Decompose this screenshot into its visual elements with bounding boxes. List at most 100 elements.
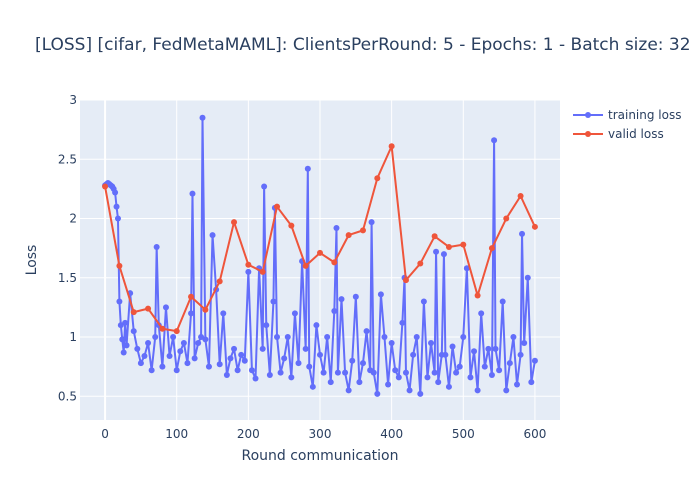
data-point (274, 334, 281, 341)
data-point (431, 233, 438, 240)
data-point (241, 357, 248, 364)
data-point (277, 369, 284, 376)
data-point (116, 262, 123, 269)
data-point (395, 374, 402, 381)
data-point (453, 369, 460, 376)
data-point (291, 310, 298, 317)
x-tick-label: 400 (380, 427, 403, 441)
data-point (263, 322, 270, 329)
data-point (317, 249, 323, 256)
data-point (524, 274, 531, 281)
data-point (491, 137, 498, 144)
y-tick-label: 2 (69, 212, 77, 226)
data-point (295, 360, 302, 367)
data-point (510, 334, 517, 341)
data-point (119, 336, 126, 343)
data-point (392, 367, 399, 374)
y-tick-label: 2.5 (58, 152, 77, 166)
data-point (304, 165, 311, 172)
data-point (259, 268, 266, 275)
data-point (338, 296, 345, 303)
legend-marker (585, 112, 591, 118)
data-point (359, 227, 366, 234)
data-point (342, 369, 349, 376)
data-point (252, 375, 259, 382)
data-point (352, 293, 359, 300)
x-tick-label: 300 (309, 427, 332, 441)
data-point (488, 245, 495, 252)
data-point (188, 310, 195, 317)
data-point (488, 371, 495, 378)
data-point (359, 360, 366, 367)
data-point (116, 298, 123, 305)
data-point (245, 261, 252, 268)
axis-ticks: 0 100 200 300 400 500 600 0.5 1 1.5 2 2.5 3 (58, 93, 546, 441)
data-point (259, 345, 266, 352)
data-point (399, 319, 406, 326)
data-point (514, 381, 521, 388)
data-point (134, 345, 141, 352)
data-point (317, 351, 323, 358)
data-point (227, 355, 234, 362)
data-point (388, 339, 395, 346)
data-point (302, 345, 309, 352)
data-point (220, 310, 227, 317)
data-point (309, 383, 316, 390)
data-point (231, 219, 238, 226)
data-point (503, 387, 510, 394)
data-point (223, 371, 230, 378)
data-point (435, 379, 442, 386)
data-point (406, 387, 413, 394)
data-point (402, 369, 409, 376)
data-point (288, 374, 295, 381)
data-point (180, 339, 187, 346)
data-point (377, 291, 384, 298)
data-point (102, 183, 109, 190)
data-point (417, 260, 424, 267)
data-point (374, 390, 381, 397)
data-point (189, 190, 196, 197)
data-point (345, 387, 352, 394)
data-point (288, 222, 295, 229)
x-tick-label: 100 (165, 427, 188, 441)
y-tick-label: 1.5 (58, 271, 77, 285)
data-point (440, 251, 447, 258)
data-point (528, 379, 535, 386)
data-point (245, 268, 252, 275)
data-point (388, 143, 395, 150)
data-point (266, 371, 273, 378)
data-point (368, 219, 375, 226)
data-point (463, 265, 470, 272)
legend-item[interactable]: training loss (573, 108, 681, 122)
y-tick-label: 3 (69, 93, 77, 107)
data-point (474, 387, 481, 394)
data-point (248, 367, 255, 374)
x-tick-label: 0 (101, 427, 109, 441)
data-point (449, 343, 456, 350)
data-point (112, 189, 119, 196)
data-point (499, 298, 506, 305)
data-point (177, 348, 184, 355)
data-point (202, 336, 209, 343)
data-point (122, 319, 129, 326)
data-point (445, 243, 452, 250)
data-point (306, 363, 313, 370)
data-point (333, 225, 340, 231)
data-point (349, 357, 356, 364)
series-training-loss (102, 114, 538, 397)
data-point (113, 203, 120, 210)
data-point (173, 328, 180, 335)
data-point (417, 390, 424, 397)
data-point (474, 292, 481, 299)
data-point (313, 322, 320, 329)
data-point (385, 381, 392, 388)
legend-item[interactable]: valid loss (573, 127, 664, 141)
data-point (471, 348, 478, 355)
legend-label: valid loss (608, 127, 664, 141)
data-point (517, 193, 524, 199)
data-point (433, 248, 440, 255)
series-valid-loss (102, 143, 538, 335)
data-point (302, 262, 309, 269)
x-tick-label: 200 (237, 427, 260, 441)
data-point (152, 334, 159, 341)
